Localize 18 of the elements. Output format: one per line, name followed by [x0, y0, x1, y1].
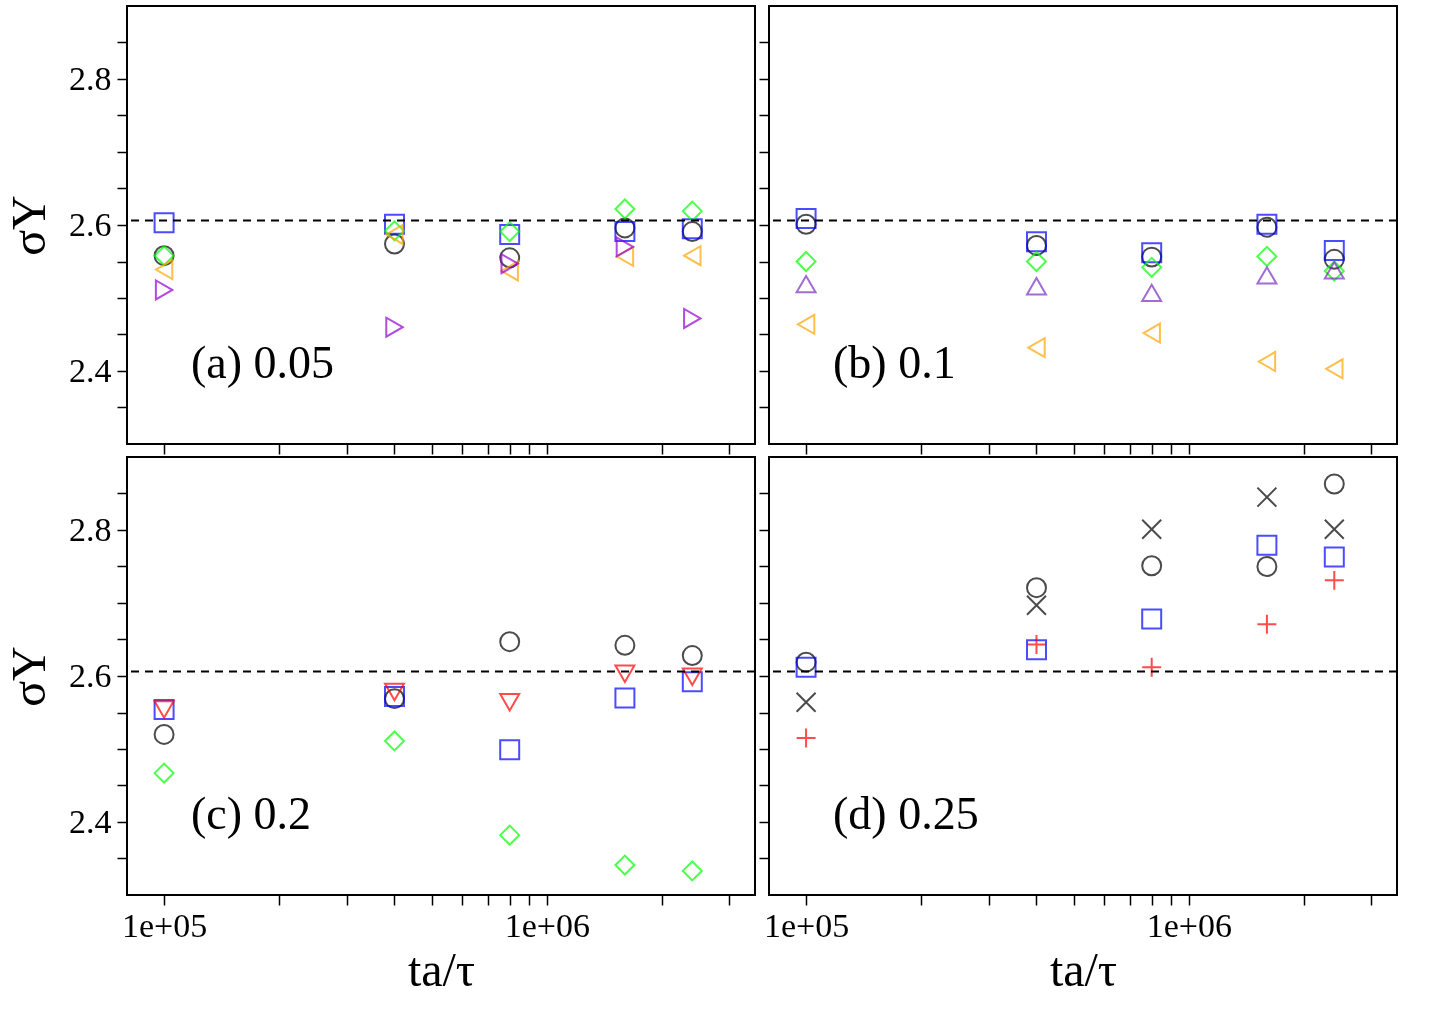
- y-tick-label: 2.6: [69, 656, 112, 694]
- annotation: (b) 0.1: [833, 337, 956, 388]
- annotation: (c) 0.2: [191, 788, 312, 839]
- x-axis-title: ta/τ: [1049, 942, 1118, 996]
- y-tick-label: 2.6: [69, 205, 112, 243]
- x-tick-label: 1e+06: [504, 906, 590, 944]
- y-tick-label: 2.4: [69, 351, 112, 389]
- x-tick-label: 1e+05: [121, 906, 208, 944]
- y-tick-label: 2.8: [69, 510, 112, 548]
- y-axis-title: σY: [2, 195, 55, 256]
- annotation: (a) 0.05: [191, 337, 335, 388]
- annotation: (d) 0.25: [833, 788, 979, 839]
- y-axis-title: σY: [2, 646, 55, 707]
- x-tick-label: 1e+05: [763, 906, 850, 944]
- y-tick-label: 2.4: [69, 802, 112, 840]
- y-tick-label: 2.8: [69, 59, 112, 97]
- x-tick-label: 1e+06: [1146, 906, 1232, 944]
- x-axis-title: ta/τ: [407, 942, 476, 996]
